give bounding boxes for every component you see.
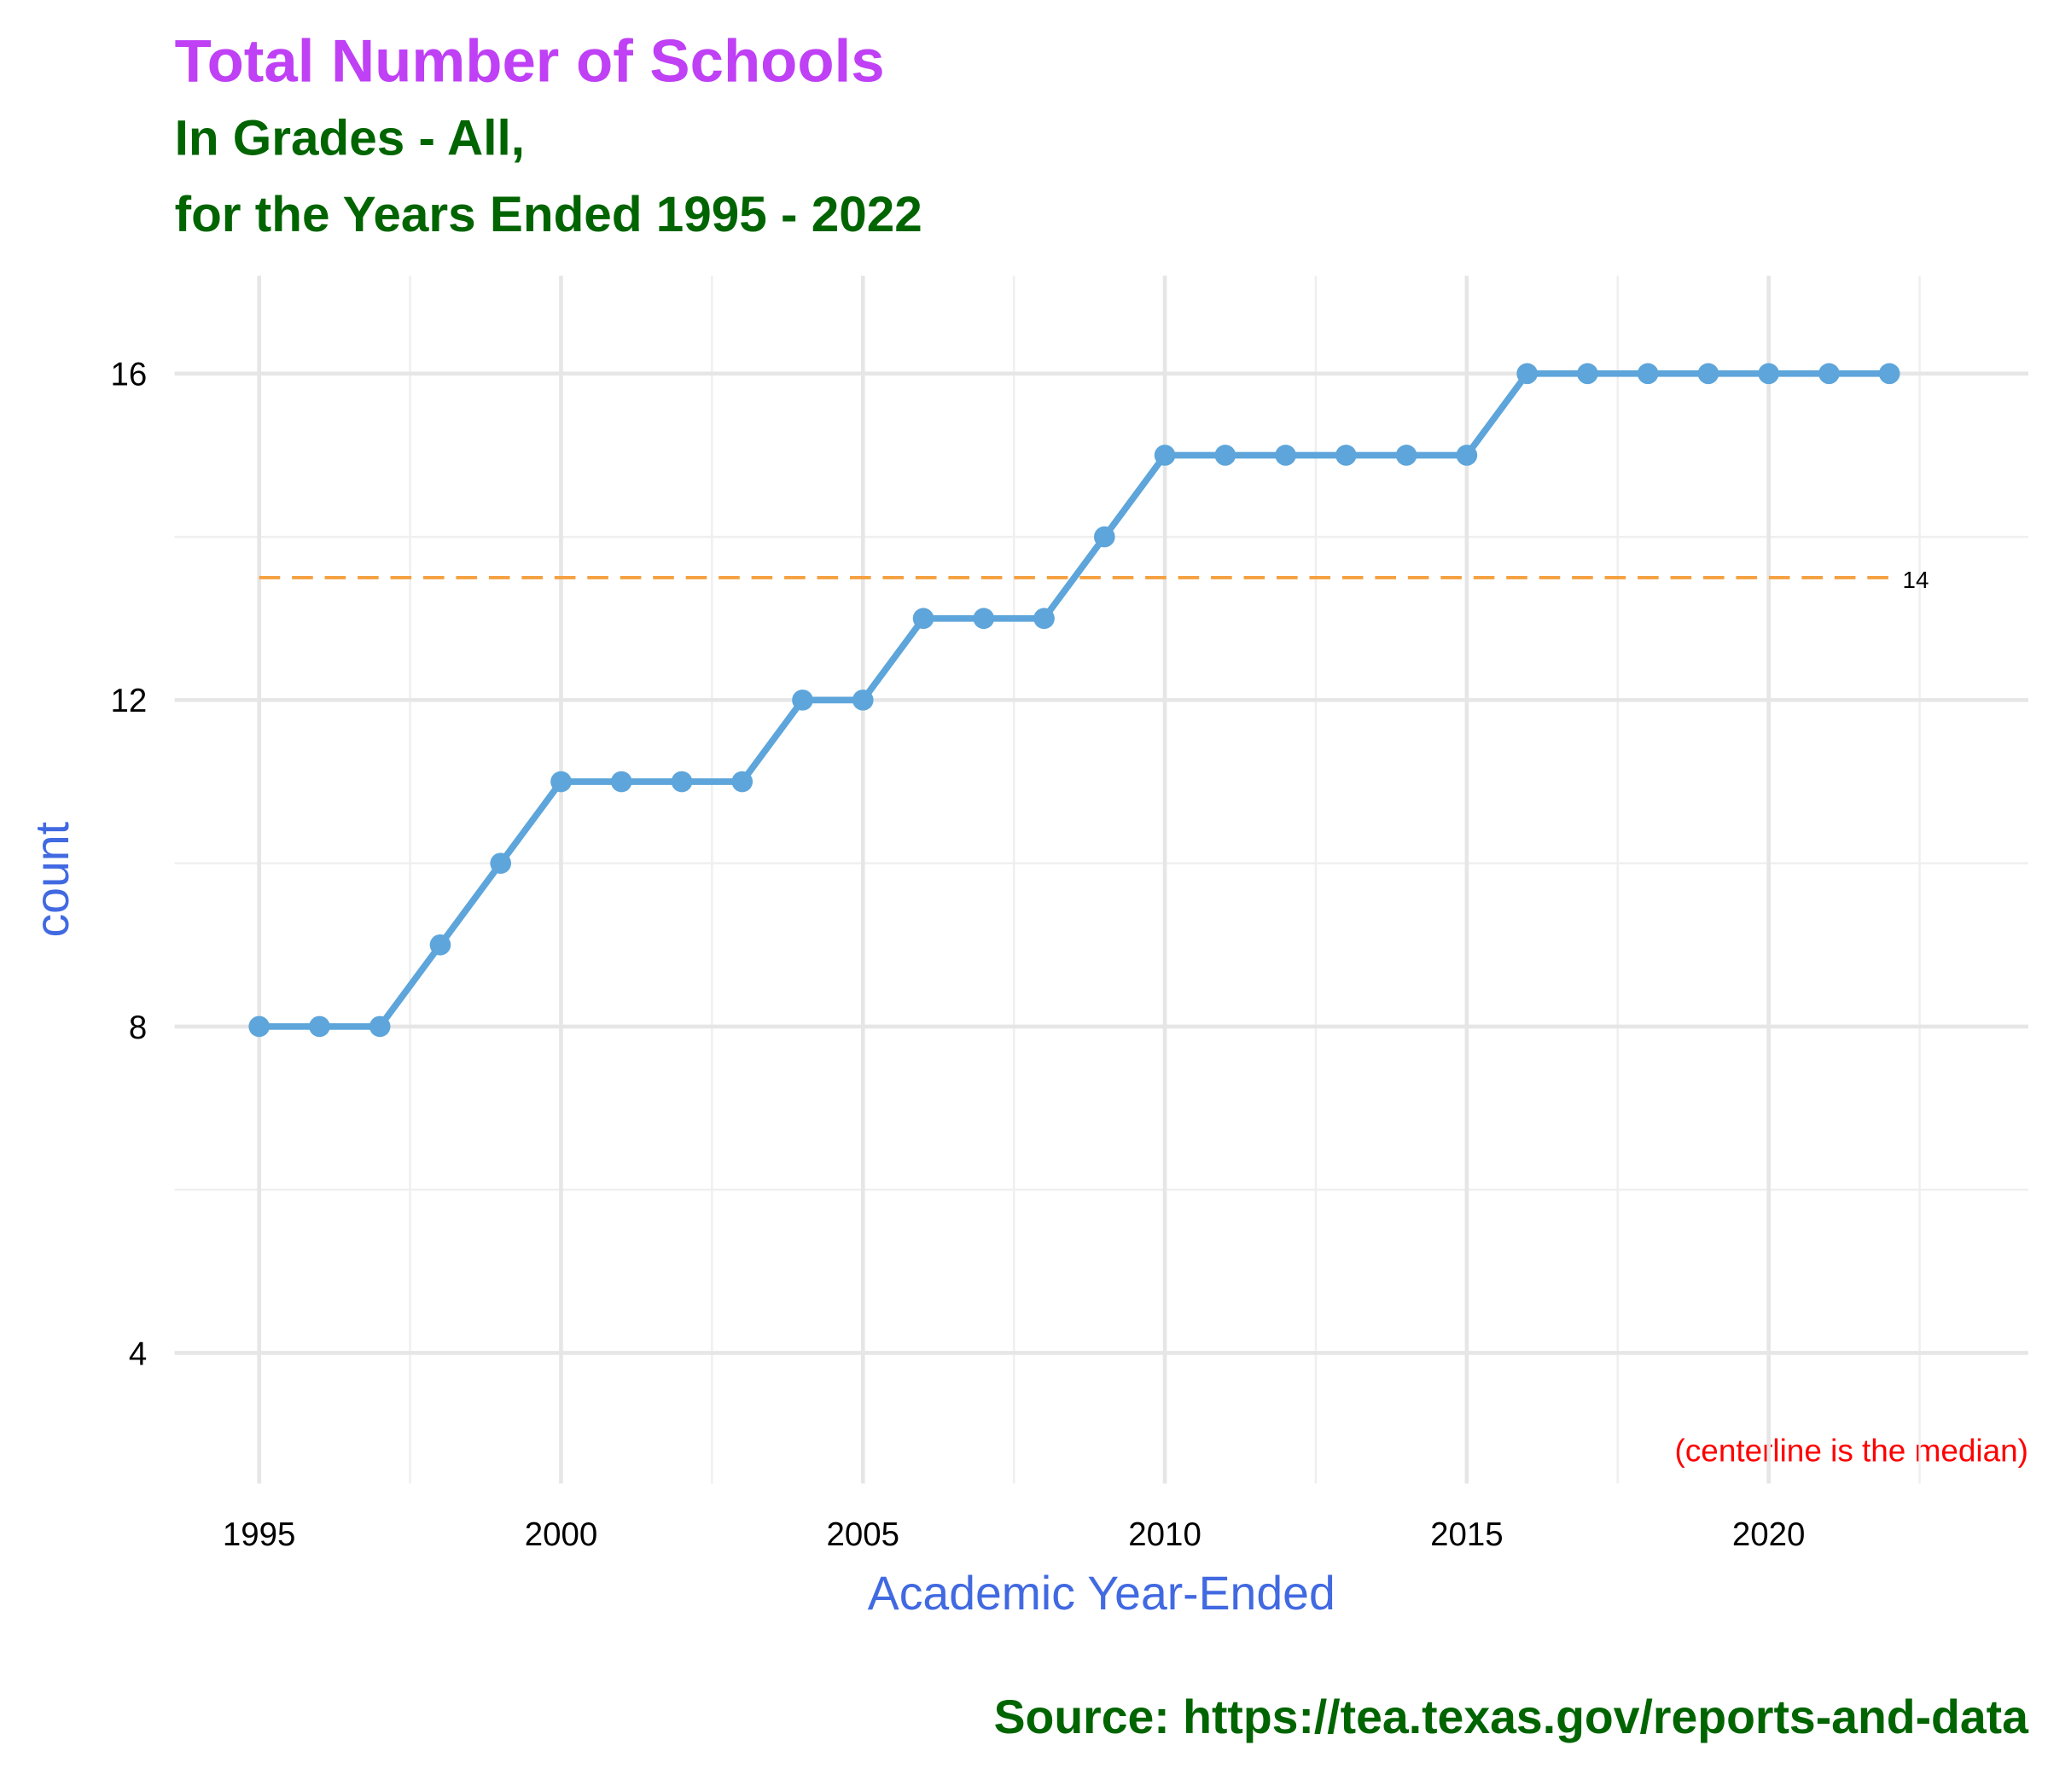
y-tick-label: 8	[129, 1009, 147, 1046]
data-point	[1577, 363, 1598, 385]
data-point	[671, 771, 693, 793]
data-point	[1456, 445, 1478, 466]
data-point	[248, 1015, 270, 1038]
data-point	[610, 771, 632, 793]
data-point	[369, 1015, 391, 1038]
data-point	[490, 852, 512, 874]
data-point	[309, 1015, 330, 1038]
data-point	[1154, 445, 1176, 466]
data-point	[852, 689, 874, 711]
x-axis-label: Academic Year-Ended	[868, 1567, 1335, 1620]
data-point	[1395, 445, 1417, 466]
x-tick-label: 2000	[525, 1516, 598, 1553]
chart-subtitle: for the Years Ended 1995 - 2022	[175, 187, 922, 242]
data-line	[259, 369, 1890, 1030]
data-point	[1335, 445, 1357, 466]
data-point	[1275, 445, 1296, 466]
data-point	[1516, 363, 1538, 385]
data-point	[1758, 363, 1779, 385]
data-point	[792, 689, 813, 711]
x-tick-label: 2015	[1430, 1516, 1504, 1553]
data-point	[1637, 363, 1659, 385]
chart-subtitle: In Grades - All,	[175, 111, 525, 166]
data-point	[550, 771, 572, 793]
data-point	[973, 608, 995, 630]
y-tick-label: 4	[129, 1335, 147, 1372]
y-tick-label: 16	[111, 357, 148, 393]
x-tick-label: 2020	[1732, 1516, 1806, 1553]
data-point	[731, 771, 753, 793]
data-point	[1033, 608, 1055, 630]
data-point	[429, 934, 451, 956]
annotation: (centerline is the median)	[1675, 1433, 2028, 1468]
data-point	[1093, 526, 1115, 548]
caption: Source: https://tea.texas.gov/reports-an…	[994, 1690, 2030, 1743]
x-tick-label: 1995	[223, 1516, 296, 1553]
data-point	[1697, 363, 1719, 385]
data-point	[1818, 363, 1840, 385]
chart-title: Total Number of Schools	[175, 26, 885, 94]
x-tick-label: 2010	[1128, 1516, 1201, 1553]
y-axis-label: count	[26, 822, 79, 937]
x-tick-label: 2005	[826, 1516, 899, 1553]
data-point	[912, 608, 934, 630]
y-tick-label: 12	[111, 683, 148, 719]
data-point	[1214, 445, 1236, 466]
median-label: 14	[1903, 567, 1929, 593]
data-point	[1878, 363, 1900, 385]
